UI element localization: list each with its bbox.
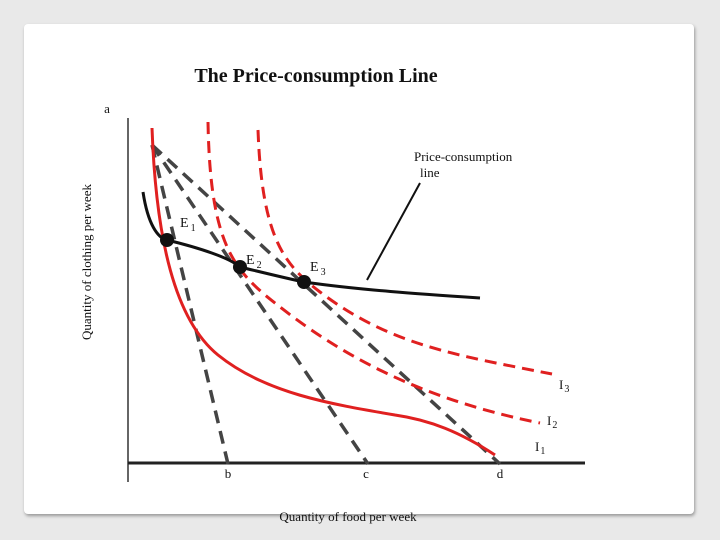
budget-line-b <box>150 144 230 465</box>
slide <box>24 24 694 514</box>
pcl-label-line1: Price-consumption <box>414 149 513 164</box>
indifference-curve-i2 <box>206 121 541 425</box>
intercept-label-d: d <box>497 466 504 481</box>
budget-line-d <box>150 143 502 466</box>
y-axis-label: Quantity of clothing per week <box>79 184 94 340</box>
pcl-pointer <box>366 182 421 281</box>
label-i2: I2 <box>547 413 557 431</box>
intercept-label-c: c <box>363 466 369 481</box>
pcl-label-line2: line <box>420 165 440 180</box>
label-i1: I1 <box>535 439 545 457</box>
indifference-curve-i3 <box>256 129 553 376</box>
equilibrium-point-e1 <box>160 233 174 247</box>
budget-line-c <box>150 144 370 465</box>
x-axis-label: Quantity of food per week <box>279 509 417 524</box>
panel-label: a <box>104 101 110 116</box>
label-i3: I3 <box>559 377 569 395</box>
equilibrium-point-e3 <box>297 275 311 289</box>
diagram-title: The Price-consumption Line <box>194 65 437 87</box>
indifference-curve-i1 <box>150 127 496 457</box>
intercept-label-b: b <box>225 466 232 481</box>
equilibrium-point-e2 <box>233 260 247 274</box>
